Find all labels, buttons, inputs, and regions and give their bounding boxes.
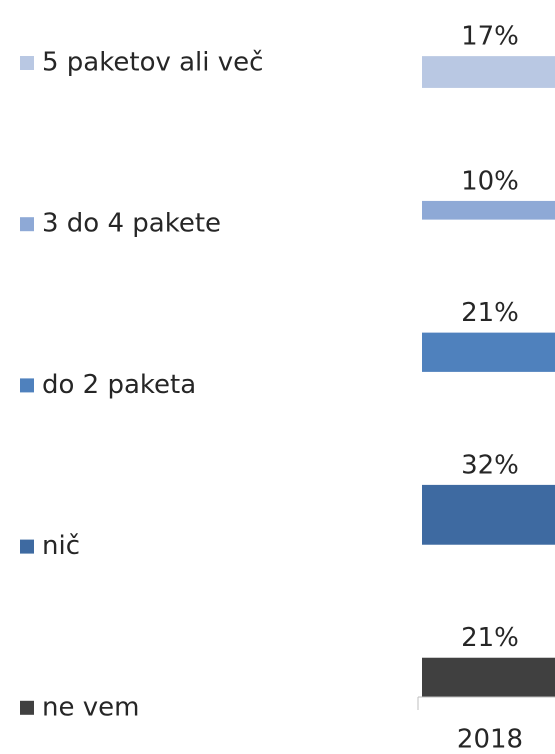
legend-swatch	[20, 56, 34, 70]
value-label: 21%	[461, 623, 519, 653]
legend-swatch	[20, 539, 34, 554]
value-label: 21%	[461, 298, 519, 328]
legend-swatch	[20, 378, 34, 393]
legend-label: 3 do 4 pakete	[42, 209, 221, 239]
bar-segment	[422, 56, 555, 88]
value-label: 32%	[461, 450, 519, 480]
bar-segment	[422, 332, 555, 372]
bar-segment	[422, 200, 555, 220]
legend-swatch	[20, 700, 34, 715]
legend-label: do 2 paketa	[42, 370, 196, 400]
legend-label: ne vem	[42, 692, 139, 722]
value-label: 10%	[461, 166, 519, 196]
value-label: 17%	[461, 22, 519, 52]
bar-segment	[422, 484, 555, 545]
legend-label: nič	[42, 531, 80, 561]
legend-swatch	[20, 217, 34, 232]
x-tick-label: 2018	[457, 725, 523, 754]
legend-label: 5 paketov ali več	[42, 48, 263, 78]
bar-segment	[422, 657, 555, 697]
